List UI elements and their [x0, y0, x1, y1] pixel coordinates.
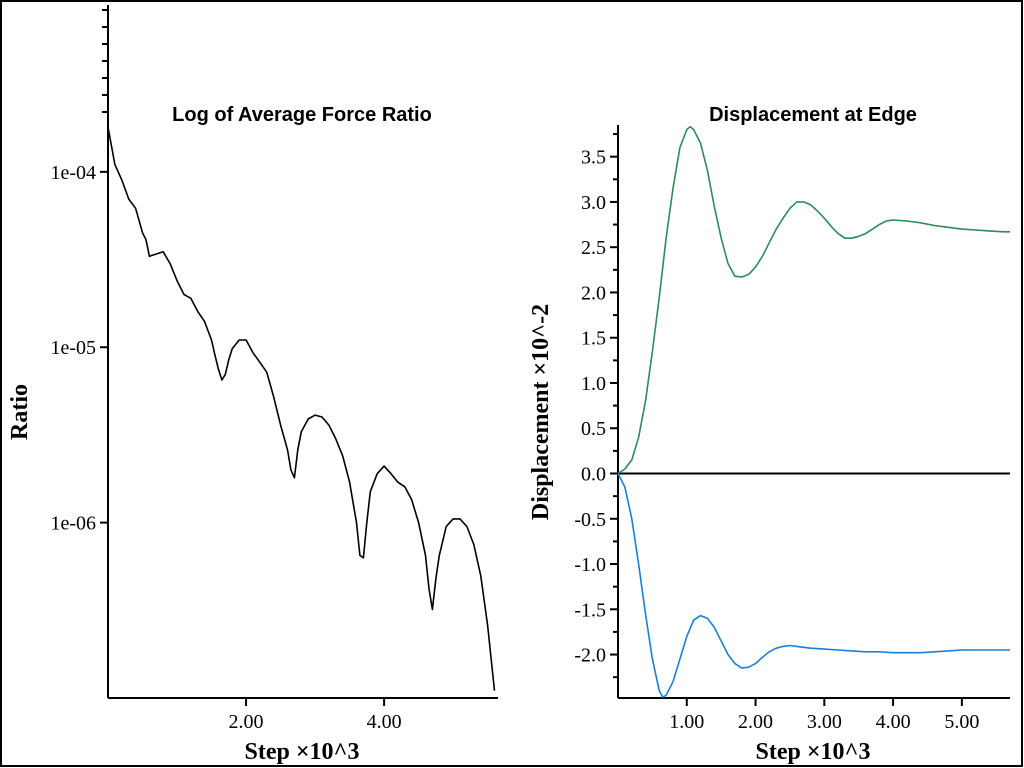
y-tick-label: 1.0 — [581, 373, 606, 395]
y-tick-label: -0.5 — [574, 509, 606, 531]
y-tick-label: 1e-06 — [50, 513, 96, 535]
displacement-title: Displacement at Edge — [709, 104, 917, 126]
y-tick-label: 3.0 — [581, 192, 606, 214]
force-ratio-axes: 1e-04 1e-05 1e-06 2.00 4.00 — [50, 5, 498, 733]
force-ratio-title: Log of Average Force Ratio — [172, 104, 432, 126]
x-tick-label: 3.00 — [807, 711, 842, 733]
y-tick-label: 3.5 — [581, 147, 606, 169]
force-ratio-x-axis-label: Step ×10^3 — [245, 739, 360, 765]
y-tick-label: 2.0 — [581, 282, 606, 304]
displacement-y-axis-label: Displacement ×10^-2 — [528, 304, 554, 520]
y-tick-label: 1e-04 — [50, 162, 96, 184]
series-line-1 — [107, 126, 496, 691]
x-tick-label: 2.00 — [738, 711, 773, 733]
y-tick-label: 1.5 — [581, 328, 606, 350]
force-ratio-y-axis-label: Ratio — [7, 384, 33, 440]
y-tick-label: 0.0 — [581, 464, 606, 486]
y-tick-label: -1.0 — [574, 554, 606, 576]
y-tick-label: 2.5 — [581, 237, 606, 259]
x-tick-label: 2.00 — [229, 711, 264, 733]
y-tick-label: 0.5 — [581, 418, 606, 440]
x-tick-label: 5.00 — [944, 711, 979, 733]
x-tick-label: 1.00 — [669, 711, 704, 733]
x-tick-label: 4.00 — [876, 711, 911, 733]
force-ratio-series — [107, 126, 496, 691]
series-line-2 — [617, 473, 1010, 698]
series-line-1 — [617, 126, 1010, 475]
x-tick-label: 4.00 — [367, 711, 402, 733]
displacement-x-axis-label: Step ×10^3 — [756, 739, 871, 765]
displacement-series — [617, 126, 1010, 698]
force-ratio-panel: Log of Average Force Ratio Ratio Step ×1… — [7, 5, 498, 765]
displacement-axes: 3.5 3.0 2.5 2.0 1.5 1.0 0.5 0.0 -0.5 -1.0 -1.5 -2.0… — [574, 125, 1010, 733]
displacement-panel: Displacement at Edge Displacement ×10^-2… — [528, 104, 1010, 765]
y-tick-label: -2.0 — [574, 645, 606, 667]
y-tick-label: 1e-05 — [50, 337, 96, 359]
y-tick-label: -1.5 — [574, 599, 606, 621]
